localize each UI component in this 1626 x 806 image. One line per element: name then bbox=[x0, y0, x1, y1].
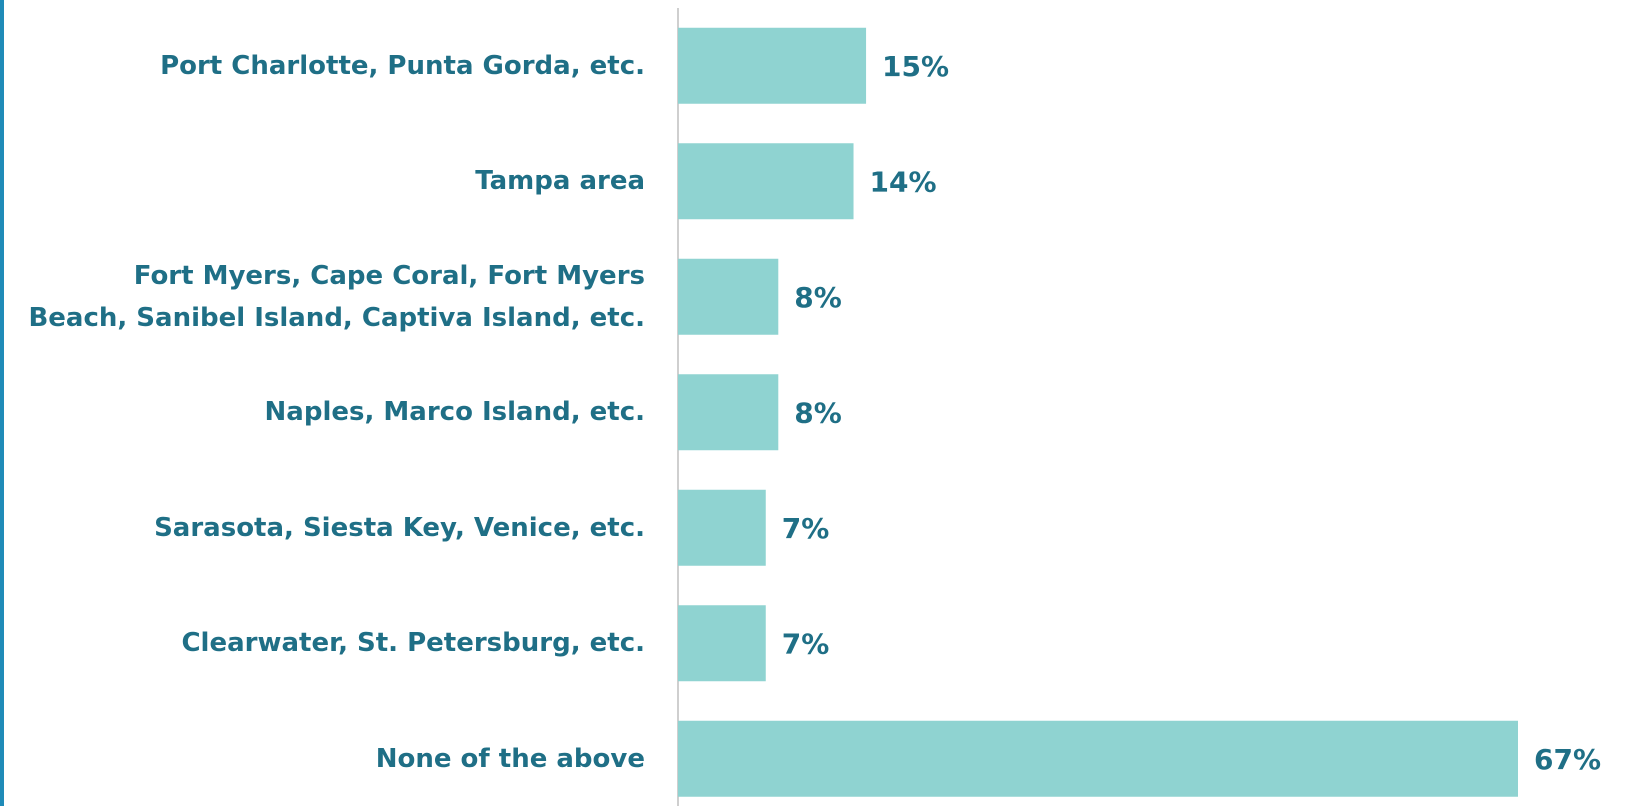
value-label: 7% bbox=[782, 512, 830, 545]
bar bbox=[678, 374, 779, 451]
category-label: Clearwater, St. Petersburg, etc. bbox=[181, 628, 645, 659]
bar bbox=[678, 605, 766, 682]
value-label: 8% bbox=[794, 396, 842, 429]
value-label: 14% bbox=[870, 165, 937, 198]
value-label: 7% bbox=[782, 627, 830, 660]
bar bbox=[678, 143, 854, 220]
bar bbox=[678, 720, 1518, 797]
category-label: Sarasota, Siesta Key, Venice, etc. bbox=[154, 512, 645, 543]
category-label: Tampa area bbox=[475, 166, 645, 197]
category-label: None of the above bbox=[375, 743, 645, 774]
category-label: Naples, Marco Island, etc. bbox=[264, 397, 645, 428]
bar bbox=[678, 27, 867, 104]
left-border bbox=[0, 0, 4, 806]
bar bbox=[678, 489, 766, 566]
bar bbox=[678, 258, 779, 335]
category-label: Fort Myers, Cape Coral, Fort Myers Beach… bbox=[28, 260, 645, 333]
value-label: 15% bbox=[882, 50, 949, 83]
category-label: Port Charlotte, Punta Gorda, etc. bbox=[160, 50, 645, 81]
value-label: 8% bbox=[794, 281, 842, 314]
value-label: 67% bbox=[1534, 743, 1601, 776]
